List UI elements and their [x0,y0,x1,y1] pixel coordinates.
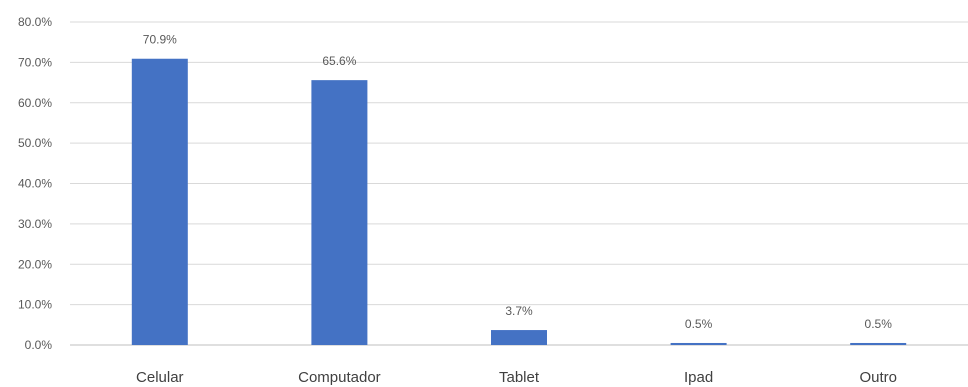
y-tick-label: 50.0% [18,136,52,150]
data-label: 70.9% [143,33,177,47]
category-label: Tablet [499,369,540,386]
bar-celular [131,58,188,346]
data-label: 3.7% [505,304,533,318]
x-axis-category-labels: Celular Computador Tablet Ipad Outro [136,369,897,386]
y-tick-label: 80.0% [18,15,52,29]
y-tick-label: 60.0% [18,96,52,110]
bar-ipad [670,342,727,345]
bar-outro [850,342,907,345]
y-tick-label: 30.0% [18,217,52,231]
bar-tablet [491,330,547,345]
y-tick-label: 40.0% [18,177,52,191]
y-tick-label: 70.0% [18,55,52,69]
data-label: 0.5% [865,317,893,331]
data-label: 65.6% [322,54,356,68]
category-label: Computador [298,369,381,386]
bar-computador [311,80,368,345]
category-label: Outro [859,369,897,386]
y-tick-label: 20.0% [18,257,52,271]
category-label: Celular [136,369,184,386]
y-axis-tick-labels: 0.0% 10.0% 20.0% 30.0% 40.0% 50.0% 60.0% 70.0% 8… [18,15,52,352]
gridlines [70,21,968,346]
bars [131,58,907,346]
y-tick-label: 0.0% [25,338,53,352]
category-label: Ipad [684,369,713,386]
data-labels: 70.9% 65.6% 3.7% 0.5% 0.5% [143,33,892,331]
data-label: 0.5% [685,317,713,331]
y-tick-label: 10.0% [18,298,52,312]
